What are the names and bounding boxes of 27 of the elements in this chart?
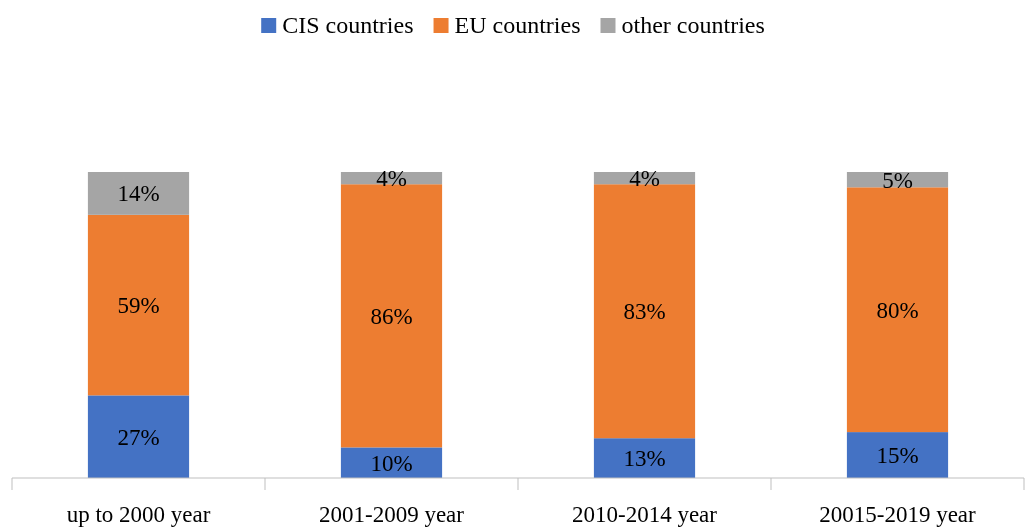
data-label: 83% xyxy=(623,299,666,325)
data-label: 10% xyxy=(370,450,413,476)
data-label: 14% xyxy=(117,181,160,207)
data-label: 15% xyxy=(876,443,919,469)
legend-label: other countries xyxy=(621,12,765,38)
bar xyxy=(340,184,443,448)
data-label: 80% xyxy=(876,297,919,323)
bar xyxy=(87,395,190,478)
data-label: 27% xyxy=(117,424,160,450)
x-tick-label: 2010-2014 year xyxy=(572,502,718,527)
data-label: 86% xyxy=(370,303,413,329)
x-tick-label: 2001-2009 year xyxy=(319,502,465,527)
data-label: 59% xyxy=(117,293,160,319)
bar xyxy=(846,432,949,478)
x-tick-label: 20015-2019 year xyxy=(819,502,977,527)
bar xyxy=(87,214,190,396)
data-label: 4% xyxy=(376,166,407,192)
bar xyxy=(593,184,696,439)
data-label: 13% xyxy=(623,446,666,472)
bar xyxy=(846,187,949,433)
bar xyxy=(593,438,696,478)
legend-label: CIS countries xyxy=(282,12,414,38)
bar xyxy=(87,172,190,215)
data-label: 5% xyxy=(882,167,913,193)
x-tick-label: up to 2000 year xyxy=(66,502,211,527)
legend-label: EU countries xyxy=(454,12,581,38)
data-label: 4% xyxy=(629,166,660,192)
